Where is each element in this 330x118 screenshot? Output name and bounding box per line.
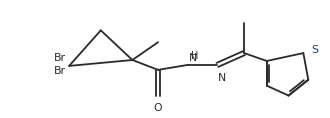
- Text: N: N: [189, 53, 197, 63]
- Text: S: S: [311, 45, 318, 55]
- Text: N: N: [218, 73, 227, 83]
- Text: O: O: [154, 103, 162, 114]
- Text: H: H: [191, 51, 198, 61]
- Text: Br: Br: [54, 66, 66, 76]
- Text: Br: Br: [54, 53, 66, 63]
